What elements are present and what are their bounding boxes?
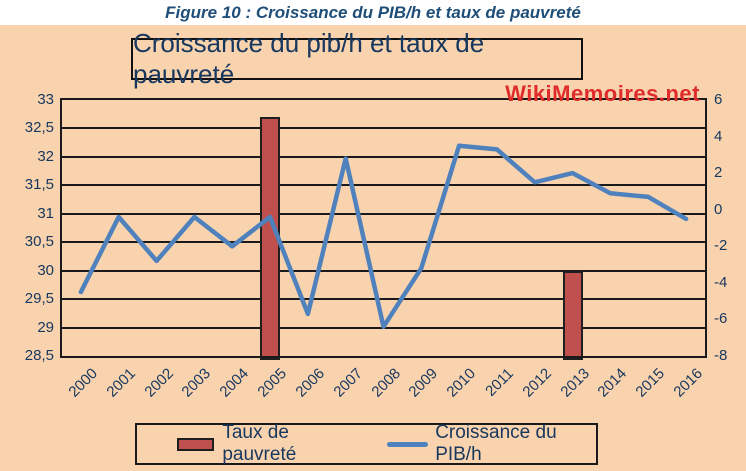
legend-label-gdp: Croissance du PIB/h bbox=[435, 422, 557, 465]
chart-canvas: Croissance du pib/h et taux de pauvreté … bbox=[0, 25, 746, 471]
legend-label-poverty: Taux de pauvreté bbox=[222, 422, 297, 465]
figure-caption: Figure 10 : Croissance du PIB/h et taux … bbox=[0, 0, 746, 25]
gdp-line-svg bbox=[78, 143, 689, 329]
gridline bbox=[62, 241, 705, 244]
watermark-text: WikiMemoires.net bbox=[505, 81, 700, 106]
y-axis-left-label: 30,5 bbox=[24, 233, 54, 251]
y-axis-left-label: 31,5 bbox=[24, 176, 54, 194]
y-axis-right-label: 4 bbox=[714, 127, 723, 145]
legend-item-poverty: Taux de pauvreté bbox=[177, 422, 357, 466]
y-axis-left-label: 29,5 bbox=[24, 290, 54, 308]
y-axis-left-label: 28,5 bbox=[24, 347, 54, 364]
y-axis-left-label: 29 bbox=[37, 318, 54, 336]
y-axis-right-label: 6 bbox=[714, 91, 723, 108]
y-axis-left-label: 30 bbox=[37, 261, 54, 279]
chart-title-box: Croissance du pib/h et taux de pauvreté bbox=[131, 28, 583, 89]
y-axis-left-label: 32 bbox=[37, 147, 54, 165]
gridline bbox=[62, 212, 705, 215]
gdp-line bbox=[78, 143, 689, 329]
gridline bbox=[62, 298, 705, 301]
legend-item-gdp: Croissance du PIB/h bbox=[387, 422, 596, 466]
gridline bbox=[62, 269, 705, 272]
gridline bbox=[62, 184, 705, 187]
poverty-bar bbox=[562, 270, 583, 360]
gridline bbox=[62, 155, 705, 158]
y-axis-right-label: -2 bbox=[714, 237, 728, 255]
bar-swatch-icon bbox=[177, 437, 215, 451]
y-axis-right-label: -4 bbox=[714, 273, 728, 291]
y-axis-right-label: -6 bbox=[714, 310, 728, 328]
line-swatch-icon bbox=[387, 441, 429, 447]
y-axis-right-label: 2 bbox=[714, 164, 723, 182]
y-axis-left-label: 32,5 bbox=[24, 119, 54, 137]
legend-box: Taux de pauvreté Croissance du PIB/h bbox=[135, 422, 598, 466]
y-axis-right-label: 0 bbox=[714, 200, 723, 218]
y-axis-right-label: -8 bbox=[714, 347, 728, 364]
y-axis-left-label: 33 bbox=[37, 91, 54, 108]
chart-title-text: Croissance du pib/h et taux de pauvreté bbox=[133, 28, 485, 89]
y-axis-left-label: 31 bbox=[37, 204, 54, 222]
gridline bbox=[62, 127, 705, 130]
